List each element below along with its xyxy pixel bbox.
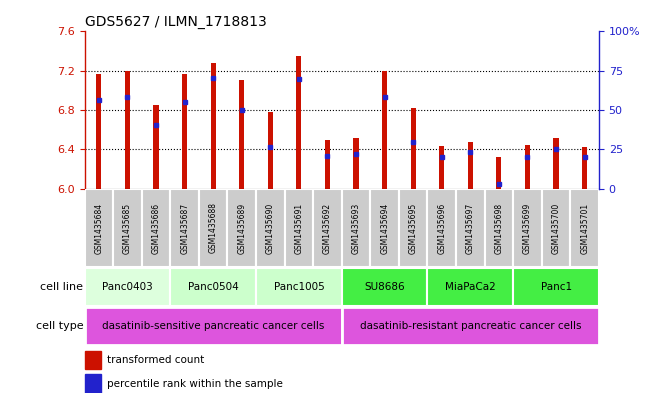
Bar <box>382 71 387 189</box>
Bar <box>342 307 599 345</box>
Bar <box>171 268 256 306</box>
Bar <box>239 79 244 189</box>
Bar <box>411 108 416 189</box>
Bar <box>399 189 428 267</box>
Bar <box>85 189 113 267</box>
Bar <box>496 157 501 189</box>
Text: Panc0504: Panc0504 <box>188 282 238 292</box>
Text: GSM1435684: GSM1435684 <box>94 202 104 253</box>
Bar <box>256 268 342 306</box>
Text: GSM1435696: GSM1435696 <box>437 202 447 253</box>
Bar <box>85 351 101 369</box>
Text: Panc1005: Panc1005 <box>273 282 324 292</box>
Bar <box>142 189 171 267</box>
Text: GSM1435701: GSM1435701 <box>580 202 589 253</box>
Text: GSM1435691: GSM1435691 <box>294 202 303 253</box>
Bar <box>325 140 330 189</box>
Bar <box>268 112 273 189</box>
Bar <box>85 268 171 306</box>
Bar <box>296 56 301 189</box>
Bar <box>428 189 456 267</box>
Bar <box>370 189 399 267</box>
Bar <box>428 268 513 306</box>
Bar <box>171 189 199 267</box>
Text: GSM1435686: GSM1435686 <box>152 202 161 253</box>
Bar <box>513 268 599 306</box>
Bar <box>199 189 227 267</box>
Bar <box>456 189 484 267</box>
Bar <box>570 189 599 267</box>
Text: GSM1435698: GSM1435698 <box>494 202 503 253</box>
Text: GSM1435699: GSM1435699 <box>523 202 532 253</box>
Text: dasatinib-sensitive pancreatic cancer cells: dasatinib-sensitive pancreatic cancer ce… <box>102 321 324 331</box>
Text: GSM1435690: GSM1435690 <box>266 202 275 253</box>
Text: GSM1435685: GSM1435685 <box>123 202 132 253</box>
Bar <box>553 138 559 189</box>
Bar <box>256 189 284 267</box>
Bar <box>513 189 542 267</box>
Bar <box>582 147 587 189</box>
Bar <box>227 189 256 267</box>
Text: GSM1435692: GSM1435692 <box>323 202 332 253</box>
Text: GSM1435687: GSM1435687 <box>180 202 189 253</box>
Bar <box>154 105 159 189</box>
Bar <box>96 73 102 189</box>
Bar <box>182 73 187 189</box>
Text: cell line: cell line <box>40 282 83 292</box>
Bar <box>353 138 359 189</box>
Text: GSM1435695: GSM1435695 <box>409 202 418 253</box>
Bar <box>313 189 342 267</box>
Bar <box>85 307 342 345</box>
Bar <box>342 268 428 306</box>
Text: GSM1435694: GSM1435694 <box>380 202 389 253</box>
Bar <box>85 374 101 393</box>
Text: GSM1435693: GSM1435693 <box>352 202 361 253</box>
Bar <box>484 189 513 267</box>
Text: GDS5627 / ILMN_1718813: GDS5627 / ILMN_1718813 <box>85 15 266 29</box>
Bar <box>284 189 313 267</box>
Text: GSM1435700: GSM1435700 <box>551 202 561 253</box>
Text: percentile rank within the sample: percentile rank within the sample <box>107 378 283 389</box>
Text: dasatinib-resistant pancreatic cancer cells: dasatinib-resistant pancreatic cancer ce… <box>359 321 581 331</box>
Bar <box>542 189 570 267</box>
Text: transformed count: transformed count <box>107 355 204 365</box>
Bar <box>342 189 370 267</box>
Text: GSM1435697: GSM1435697 <box>466 202 475 253</box>
Bar <box>525 145 530 189</box>
Bar <box>211 63 215 189</box>
Text: MiaPaCa2: MiaPaCa2 <box>445 282 495 292</box>
Bar <box>113 189 142 267</box>
Text: Panc0403: Panc0403 <box>102 282 153 292</box>
Text: Panc1: Panc1 <box>540 282 572 292</box>
Bar <box>125 71 130 189</box>
Text: cell type: cell type <box>36 321 83 331</box>
Text: SU8686: SU8686 <box>365 282 405 292</box>
Bar <box>468 142 473 189</box>
Bar <box>439 146 445 189</box>
Text: GSM1435689: GSM1435689 <box>237 202 246 253</box>
Text: GSM1435688: GSM1435688 <box>209 202 217 253</box>
